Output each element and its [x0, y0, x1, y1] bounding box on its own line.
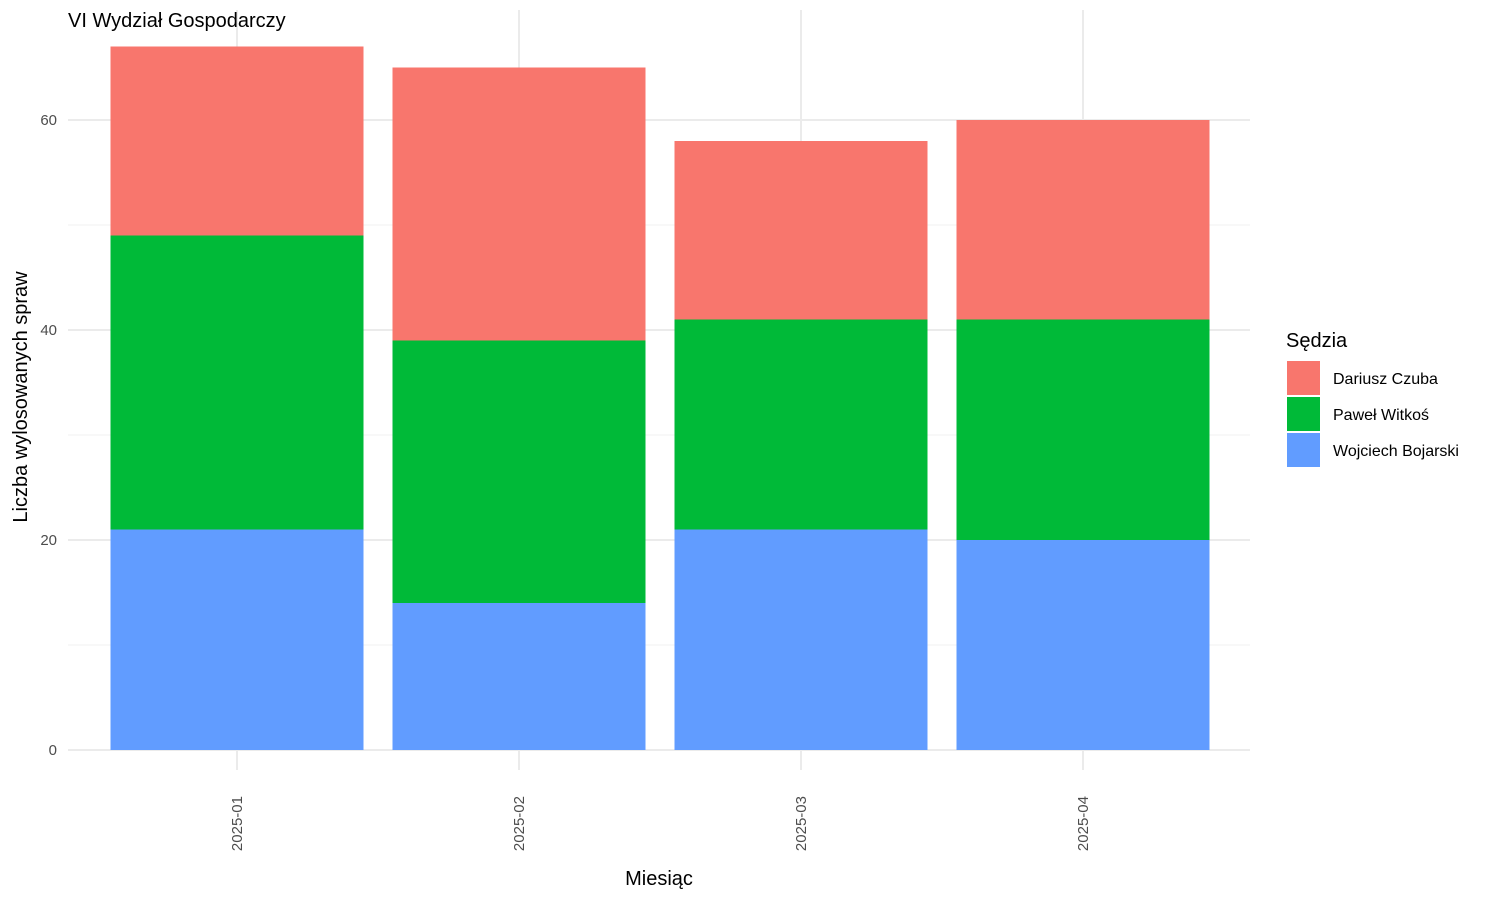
bar-segment — [674, 141, 928, 320]
x-tick-label: 2025-03 — [793, 796, 810, 851]
legend-swatch — [1287, 433, 1320, 467]
bar-segment — [956, 540, 1210, 750]
x-tick-label: 2025-02 — [511, 796, 528, 851]
bar-segment — [110, 529, 364, 750]
legend: Sędzia Dariusz Czuba Paweł Witkoś Wojciech… — [1286, 330, 1459, 467]
x-tick-label: 2025-04 — [1075, 796, 1092, 851]
bar-segment — [674, 529, 928, 750]
y-tick-label: 20 — [40, 532, 57, 549]
legend-swatch — [1287, 397, 1320, 431]
bar-segment — [956, 319, 1210, 540]
legend-label: Dariusz Czuba — [1333, 371, 1438, 388]
x-axis-ticks: 2025-01 2025-02 2025-03 2025-04 — [229, 796, 1092, 851]
y-axis-title: Liczba wylosowanych spraw — [10, 271, 32, 523]
bar-segment — [110, 235, 364, 530]
y-axis-ticks: 0 20 40 60 — [40, 112, 57, 759]
legend-swatch — [1287, 361, 1320, 395]
y-tick-label: 40 — [40, 322, 57, 339]
bar-segment — [956, 120, 1210, 320]
x-tick-label: 2025-01 — [229, 796, 246, 851]
x-axis-title: Miesiąc — [625, 868, 693, 890]
chart-title: VI Wydział Gospodarczy — [68, 10, 286, 32]
bars — [110, 46, 1210, 750]
legend-title: Sędzia — [1286, 330, 1348, 352]
bar-segment — [392, 603, 646, 750]
bar-segment — [110, 46, 364, 236]
bar-segment — [674, 319, 928, 530]
bar-segment — [392, 340, 646, 603]
legend-label: Paweł Witkoś — [1333, 407, 1429, 424]
y-tick-label: 60 — [40, 112, 57, 129]
y-tick-label: 0 — [49, 742, 57, 759]
legend-label: Wojciech Bojarski — [1333, 443, 1459, 460]
bar-segment — [392, 67, 646, 341]
